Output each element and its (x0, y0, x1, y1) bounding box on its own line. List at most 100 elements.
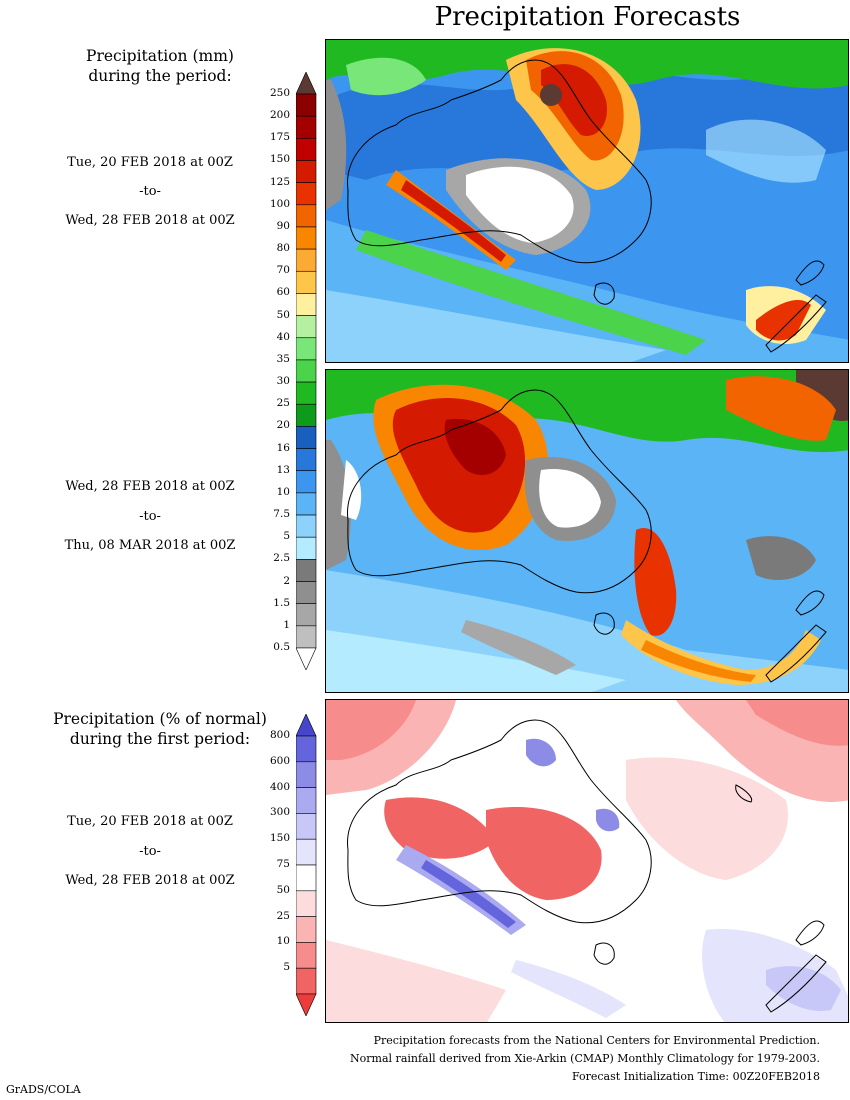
mm-legend-heading-line1: Precipitation (mm) (86, 47, 234, 65)
mm-colorbar-tick-label: 150 (269, 153, 290, 166)
pct-colorbar-segment (296, 890, 317, 917)
page-title: Precipitation Forecasts (434, 2, 741, 32)
mm-colorbar-segment (296, 559, 317, 582)
mm-colorbar-tick-label: 250 (269, 87, 290, 99)
map-panel-period1 (325, 39, 849, 363)
period3-end: Wed, 28 FEB 2018 at 00Z (65, 873, 235, 888)
mm-colorbar-segment (296, 514, 317, 538)
mm-colorbar-tick-label: 16 (276, 441, 290, 454)
mm-colorbar-tick-label: 35 (276, 352, 290, 365)
pct-legend-heading: Precipitation (% of normal) during the f… (30, 709, 290, 749)
mm-colorbar-segment (296, 293, 317, 316)
mm-colorbar-tick-label: 1.5 (273, 596, 290, 609)
mm-colorbar-segment (296, 204, 317, 228)
pct-colorbar-tick-label: 300 (269, 806, 290, 819)
period2-end: Thu, 08 MAR 2018 at 00Z (64, 538, 236, 553)
mm-colorbar-tick-label: 70 (276, 264, 290, 277)
mm-colorbar-segment (296, 448, 317, 472)
mm-colorbar-segment (296, 359, 317, 383)
mm-colorbar-segment (296, 182, 317, 206)
mm-colorbar-segment (296, 381, 317, 405)
mm-colorbar-tick-label: 25 (276, 397, 290, 410)
mm-colorbar-segment (296, 492, 317, 516)
pct-colorbar-segment (296, 967, 317, 995)
mm-colorbar-segment (296, 315, 317, 339)
mm-colorbar-tick-label: 2.5 (273, 552, 290, 565)
pct-colorbar-segment (296, 787, 317, 814)
pct-colorbar-tick-label: 600 (269, 754, 290, 767)
pct-colorbar-tick-label: 10 (276, 935, 290, 948)
mm-colorbar-tick-label: 60 (276, 286, 290, 299)
mm-colorbar-segment (296, 603, 317, 627)
pct-colorbar-tick-label: 800 (269, 729, 290, 741)
pct-colorbar-tick-label: 25 (276, 909, 290, 922)
period1-sep: -to- (139, 184, 161, 199)
mm-colorbar-tick-label: 0.5 (273, 641, 290, 653)
pct-colorbar-segment (296, 864, 317, 892)
mm-colorbar-tick-label: 20 (276, 419, 290, 432)
mm-colorbar-tick-label: 10 (276, 485, 290, 498)
mm-colorbar-top-cap (296, 72, 317, 95)
mm-colorbar-tick-label: 1 (283, 618, 290, 631)
mm-colorbar-segment (296, 138, 317, 161)
mm-colorbar-tick-label: 7.5 (273, 508, 290, 521)
mm-colorbar-bottom-cap (296, 647, 317, 670)
period3-start: Tue, 20 FEB 2018 at 00Z (67, 814, 233, 829)
mm-colorbar-segment (296, 115, 317, 139)
mm-colorbar-segment (296, 337, 317, 361)
footer-source-line: Precipitation forecasts from the Nationa… (373, 1034, 820, 1047)
period1-end: Wed, 28 FEB 2018 at 00Z (65, 213, 235, 228)
mm-colorbar-segment (296, 160, 317, 183)
mm-colorbar-tick-label: 5 (283, 530, 290, 543)
mm-colorbar-segment (296, 625, 317, 649)
mm-colorbar-tick-label: 125 (269, 175, 290, 188)
pct-colorbar-segment (296, 942, 317, 969)
mm-colorbar (296, 72, 317, 670)
period2-start: Wed, 28 FEB 2018 at 00Z (65, 479, 235, 494)
pct-legend-heading-line1: Precipitation (% of normal) (53, 710, 267, 728)
mm-colorbar-tick-label: 50 (276, 308, 290, 321)
pct-colorbar-top-cap (296, 714, 317, 737)
pct-colorbar-bottom-cap (296, 993, 317, 1016)
pct-colorbar-segment (296, 916, 317, 943)
mm-colorbar-tick-label: 100 (269, 197, 290, 210)
pct-colorbar-tick-label: 75 (276, 858, 290, 870)
footer-init-time: Forecast Initialization Time: 00Z20FEB20… (571, 1070, 820, 1083)
pct-legend-heading-line2: during the first period: (69, 730, 251, 748)
mm-colorbar-tick-label: 90 (276, 219, 290, 232)
pct-colorbar-segment (296, 735, 317, 763)
mm-colorbar-segment (296, 270, 317, 294)
mm-colorbar-tick-label: 2 (283, 574, 290, 587)
mm-colorbar-tick-label: 175 (269, 131, 290, 144)
grads-credit: GrADS/COLA (6, 1083, 81, 1096)
period1-start: Tue, 20 FEB 2018 at 00Z (67, 155, 233, 170)
pct-colorbar-tick-label: 50 (276, 883, 290, 896)
pct-colorbar-tick-label: 150 (269, 832, 290, 845)
mm-colorbar-segment (296, 581, 317, 604)
mm-legend-heading: Precipitation (mm) during the period: (30, 46, 290, 86)
mm-colorbar-tick-label: 13 (276, 463, 290, 476)
mm-colorbar-segment (296, 403, 317, 427)
mm-colorbar-segment (296, 426, 317, 449)
mm-colorbar-tick-label: 200 (269, 109, 290, 122)
pct-colorbar (296, 714, 317, 1016)
map-panel-period2 (325, 369, 849, 693)
mm-colorbar-segment (296, 470, 317, 494)
mm-colorbar-tick-label: 30 (276, 375, 290, 388)
footer-climatology-line: Normal rainfall derived from Xie-Arkin (… (350, 1052, 820, 1065)
period3-sep: -to- (139, 844, 161, 859)
pct-colorbar-tick-label: 5 (283, 961, 290, 974)
pct-colorbar-segment (296, 813, 317, 840)
mm-colorbar-tick-label: 80 (276, 242, 290, 255)
pct-colorbar-segment (296, 761, 317, 788)
mm-colorbar-segment (296, 248, 317, 272)
period2-sep: -to- (139, 509, 161, 524)
pct-colorbar-tick-label: 400 (269, 780, 290, 793)
map-panel-percent-normal (325, 699, 849, 1023)
mm-legend-heading-line2: during the period: (88, 67, 232, 85)
mm-colorbar-segment (296, 226, 317, 250)
pct-colorbar-segment (296, 838, 317, 866)
mm-colorbar-tick-label: 40 (276, 330, 290, 343)
mm-colorbar-segment (296, 536, 317, 560)
mm-colorbar-segment (296, 93, 317, 117)
